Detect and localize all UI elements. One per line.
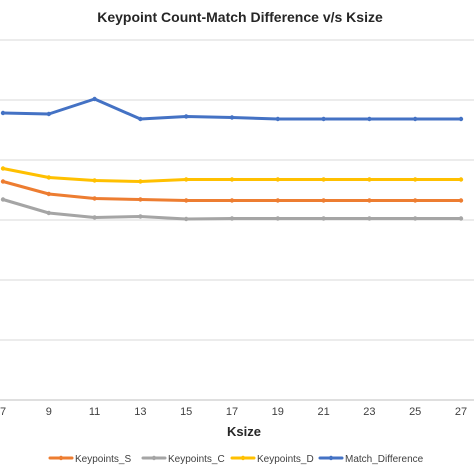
data-point-keypoints-s — [0, 179, 6, 184]
data-point-keypoints-d — [46, 175, 51, 180]
data-point-match-difference — [229, 115, 235, 120]
data-point-match-difference — [413, 116, 418, 122]
data-point-keypoints-c — [367, 216, 372, 221]
data-point-keypoints-c — [92, 215, 97, 220]
data-point-keypoints-c — [413, 216, 418, 221]
x-tick-label: 21 — [317, 406, 329, 418]
x-tick-label: 9 — [46, 406, 52, 418]
x-tick-label: 7 — [0, 406, 6, 418]
data-point-match-difference — [184, 114, 189, 119]
data-point-keypoints-d — [321, 177, 326, 182]
data-point-keypoints-s — [229, 198, 235, 203]
x-tick-label: 13 — [134, 406, 146, 418]
data-point-keypoints-d — [184, 177, 189, 182]
x-axis-label: Ksize — [227, 424, 261, 439]
chart-title: Keypoint Count-Match Difference v/s Ksiz… — [97, 9, 383, 25]
series-line-keypoints-s — [1, 180, 463, 202]
data-point-keypoints-c — [275, 216, 280, 221]
legend-label: Keypoints_D — [257, 454, 314, 465]
data-point-keypoints-s — [321, 198, 326, 203]
data-point-match-difference — [458, 116, 464, 122]
x-tick-label: 19 — [272, 406, 284, 418]
data-point-keypoints-c — [458, 216, 464, 221]
data-point-keypoints-d — [92, 178, 97, 183]
x-tick-label: 27 — [455, 406, 467, 418]
legend-marker — [240, 455, 246, 461]
series-layer — [0, 96, 464, 222]
legend-marker — [151, 455, 157, 461]
data-point-match-difference — [321, 116, 326, 122]
x-tick-labels: 7 9 11 13 15 17 19 21 23 25 27 — [0, 406, 467, 418]
data-point-match-difference — [138, 116, 143, 122]
data-point-match-difference — [92, 96, 97, 102]
data-point-keypoints-c — [321, 216, 326, 221]
x-tick-label: 11 — [89, 406, 100, 418]
legend-marker — [328, 455, 334, 461]
grid-lines — [0, 39, 474, 401]
legend-label: Match_Difference — [345, 454, 424, 465]
data-point-keypoints-d — [0, 166, 6, 171]
legend-label: Keypoints_C — [168, 454, 225, 465]
data-point-keypoints-s — [138, 197, 143, 202]
legend-marker — [58, 455, 64, 461]
data-point-keypoints-c — [229, 216, 235, 221]
data-point-keypoints-s — [367, 198, 372, 203]
data-point-match-difference — [275, 116, 280, 122]
data-point-keypoints-d — [367, 177, 372, 182]
data-point-keypoints-c — [138, 214, 143, 219]
data-point-keypoints-s — [275, 198, 280, 203]
legend-label: Keypoints_S — [75, 454, 131, 465]
data-point-keypoints-d — [458, 177, 464, 182]
data-point-keypoints-s — [46, 191, 51, 197]
data-point-keypoints-c — [46, 210, 51, 216]
data-point-match-difference — [46, 111, 51, 117]
data-point-keypoints-c — [184, 216, 189, 222]
x-tick-label: 15 — [180, 406, 192, 418]
data-point-keypoints-d — [275, 177, 280, 182]
data-point-keypoints-d — [138, 179, 143, 184]
x-tick-label: 25 — [409, 406, 421, 418]
data-point-keypoints-c — [0, 197, 6, 202]
data-point-match-difference — [367, 116, 372, 122]
x-tick-label: 17 — [226, 406, 238, 418]
data-point-keypoints-s — [92, 196, 97, 201]
data-point-match-difference — [0, 110, 6, 116]
data-point-keypoints-d — [413, 177, 418, 182]
data-point-keypoints-s — [413, 198, 418, 203]
data-point-keypoints-s — [458, 198, 464, 203]
x-tick-label: 23 — [363, 406, 375, 418]
data-point-keypoints-s — [184, 198, 189, 203]
legend: Keypoints_S Keypoints_C Keypoints_D Match_D… — [48, 454, 424, 465]
data-point-keypoints-d — [229, 177, 235, 182]
